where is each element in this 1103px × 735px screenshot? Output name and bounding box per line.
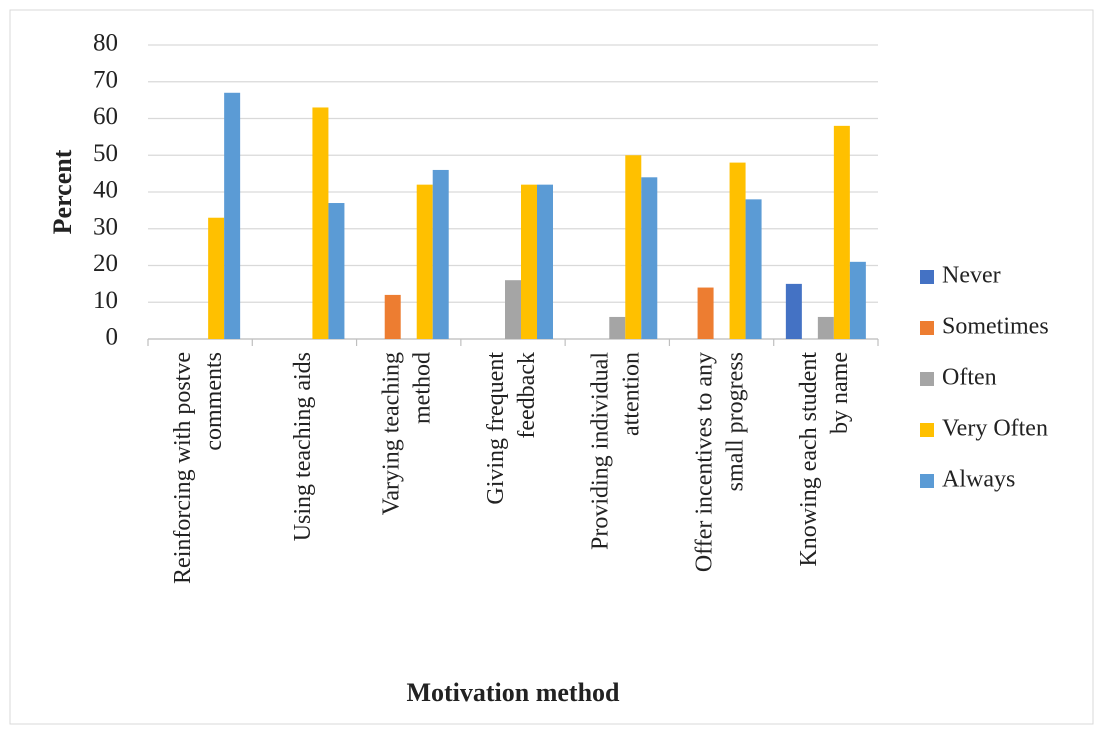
x-tick-label: by name: [827, 352, 853, 434]
x-tick-label: Varying teaching: [379, 352, 405, 515]
bar: [384, 294, 401, 339]
y-tick-label: 70: [93, 66, 118, 93]
legend-swatch: [920, 372, 934, 386]
legend-swatch: [920, 474, 934, 488]
x-tick-label: attention: [618, 352, 644, 436]
y-tick-label: 40: [93, 177, 118, 204]
y-tick-label: 80: [93, 30, 118, 57]
x-tick-label: Reinforcing with postve: [170, 352, 196, 584]
bar: [537, 184, 553, 339]
bar: [432, 169, 449, 339]
bar: [625, 155, 642, 339]
legend-label: Often: [942, 365, 997, 391]
bar: [785, 283, 802, 339]
bar: [729, 162, 746, 339]
chart-frame: [9, 9, 1094, 725]
y-tick-label: 50: [93, 140, 118, 167]
x-tick-label: Knowing each student: [796, 352, 822, 567]
y-tick-label: 20: [93, 250, 118, 277]
x-tick-label: small progress: [723, 352, 749, 491]
bar: [609, 316, 626, 339]
x-tick-label: comments: [201, 352, 227, 451]
bar: [416, 184, 433, 339]
x-tick-label: method: [410, 352, 436, 424]
y-tick-label: 0: [106, 324, 119, 351]
y-axis-title: Percent: [48, 149, 77, 234]
legend-swatch: [920, 270, 934, 284]
bar: [697, 287, 714, 339]
y-tick-label: 30: [93, 213, 118, 240]
legend-swatch: [920, 321, 934, 335]
bar: [745, 199, 762, 339]
bar: [208, 217, 225, 339]
bar: [328, 203, 345, 339]
y-tick-label: 60: [93, 103, 118, 130]
bar: [521, 184, 537, 339]
bar: [849, 261, 866, 339]
x-axis-title: Motivation method: [406, 678, 620, 707]
legend-swatch: [920, 423, 934, 437]
legend-label: Very Often: [942, 416, 1048, 442]
legend-label: Never: [942, 263, 1001, 289]
x-tick-label: Offer incentives to any: [692, 352, 718, 572]
bar: [817, 316, 834, 339]
x-tick-label: feedback: [514, 352, 540, 439]
bar: [312, 107, 329, 339]
bar: [224, 92, 241, 340]
x-tick-label: Using teaching aids: [290, 352, 316, 541]
legend-label: Sometimes: [942, 314, 1049, 340]
bar: [833, 125, 850, 339]
x-tick-label: Giving frequent: [483, 352, 509, 505]
legend-label: Always: [942, 467, 1015, 493]
bar: [641, 177, 658, 339]
bar: [505, 280, 521, 339]
x-tick-label: Providing individual: [587, 352, 613, 550]
y-tick-label: 10: [93, 287, 118, 314]
